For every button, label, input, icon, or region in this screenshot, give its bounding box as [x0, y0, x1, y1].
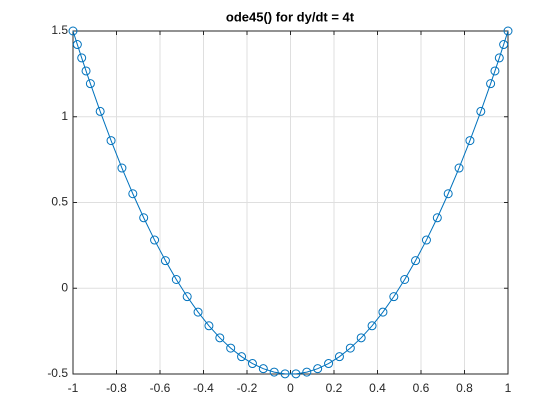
data-point: [411, 256, 421, 266]
y-tick-label: 0.5: [51, 195, 68, 209]
data-point: [389, 292, 399, 302]
data-point: [269, 367, 279, 377]
data-point: [367, 321, 377, 331]
data-point: [400, 275, 410, 285]
y-tick-label: 0: [61, 280, 68, 294]
y-tick-label: -0.5: [47, 366, 68, 380]
data-point: [302, 367, 312, 377]
data-point: [454, 163, 464, 173]
x-tick-label: 0.8: [456, 381, 473, 395]
data-point: [139, 213, 149, 223]
x-tick-label: -0.6: [150, 381, 171, 395]
data-point: [476, 106, 486, 116]
data-point: [465, 136, 475, 146]
data-point: [432, 213, 442, 223]
chart-title: ode45() for dy/dt = 4t: [226, 9, 355, 24]
data-point: [77, 53, 87, 63]
x-tick-label: -1: [68, 381, 79, 395]
data-point: [72, 40, 82, 50]
data-point: [204, 321, 214, 331]
x-tick-label: -0.2: [237, 381, 258, 395]
data-point: [226, 343, 236, 353]
data-point: [85, 79, 95, 89]
data-point: [486, 79, 496, 89]
data-point: [106, 136, 116, 146]
data-line: [72, 30, 509, 375]
data-point: [68, 26, 78, 36]
data-point: [345, 343, 355, 353]
data-point: [334, 352, 344, 362]
x-tick-label: -0.4: [193, 381, 214, 395]
data-point: [81, 66, 91, 76]
data-point: [237, 352, 247, 362]
data-point: [160, 256, 170, 266]
data-point: [95, 106, 105, 116]
y-tick-label: 1: [61, 109, 68, 123]
data-point: [313, 364, 323, 374]
x-tick-label: 1: [505, 381, 512, 395]
data-point: [324, 359, 334, 369]
data-point: [291, 369, 301, 379]
data-point: [128, 189, 138, 199]
data-point: [171, 275, 181, 285]
data-point: [150, 235, 160, 245]
data-point: [193, 307, 203, 317]
x-tick-label: 0.2: [326, 381, 343, 395]
data-point: [421, 235, 431, 245]
data-point: [494, 53, 504, 63]
x-tick-label: 0: [287, 381, 294, 395]
data-point: [117, 163, 127, 173]
data-point: [503, 26, 513, 36]
y-tick-label: 1.5: [51, 23, 68, 37]
data-point: [258, 364, 268, 374]
data-point: [215, 333, 225, 343]
x-tick-label: 0.4: [369, 381, 386, 395]
data-point: [280, 369, 290, 379]
data-point: [443, 189, 453, 199]
data-point: [378, 307, 388, 317]
data-point: [356, 333, 366, 343]
data-point: [499, 40, 509, 50]
data-point: [182, 292, 192, 302]
data-point: [490, 66, 500, 76]
x-tick-label: 0.6: [413, 381, 430, 395]
x-tick-label: -0.8: [106, 381, 127, 395]
data-point: [247, 359, 257, 369]
